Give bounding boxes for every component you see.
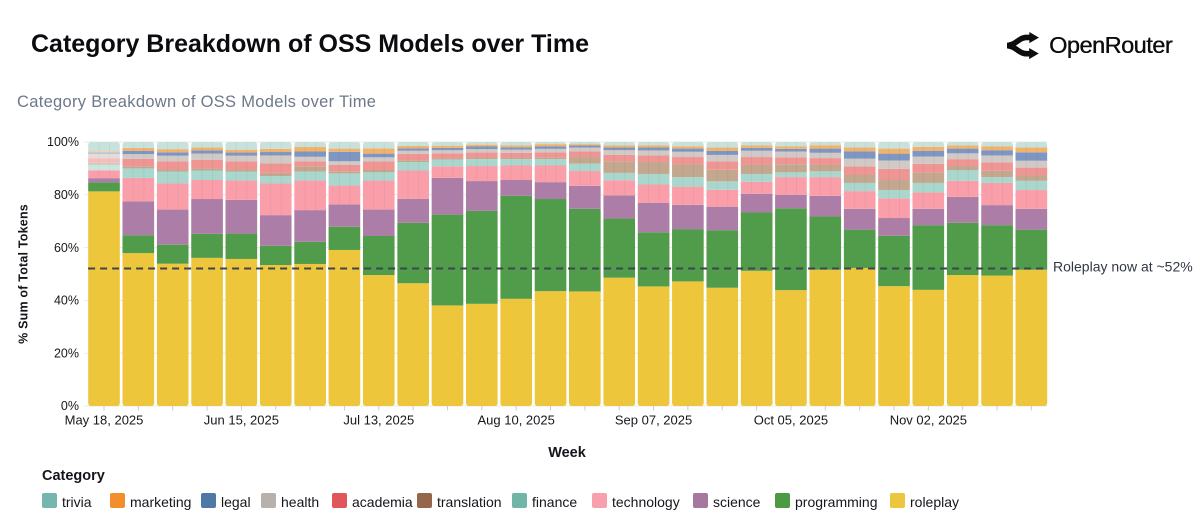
svg-text:Aug 10, 2025: Aug 10, 2025 [478, 413, 555, 428]
svg-text:20%: 20% [54, 346, 79, 360]
svg-text:100%: 100% [47, 135, 79, 149]
svg-text:Oct 05, 2025: Oct 05, 2025 [754, 413, 828, 428]
svg-text:Jun 15, 2025: Jun 15, 2025 [204, 413, 279, 428]
svg-text:Roleplay now at ~52%: Roleplay now at ~52% [1053, 259, 1193, 275]
svg-text:Nov 02, 2025: Nov 02, 2025 [890, 413, 967, 428]
svg-text:Week: Week [548, 445, 587, 461]
svg-text:Sep 07, 2025: Sep 07, 2025 [615, 413, 692, 428]
svg-text:% Sum of Total Tokens: % Sum of Total Tokens [17, 204, 31, 344]
svg-text:60%: 60% [54, 241, 79, 255]
svg-text:0%: 0% [61, 399, 79, 413]
svg-text:80%: 80% [54, 188, 79, 202]
svg-text:40%: 40% [54, 294, 79, 308]
svg-text:May 18, 2025: May 18, 2025 [65, 413, 144, 428]
svg-text:Jul 13, 2025: Jul 13, 2025 [343, 413, 414, 428]
